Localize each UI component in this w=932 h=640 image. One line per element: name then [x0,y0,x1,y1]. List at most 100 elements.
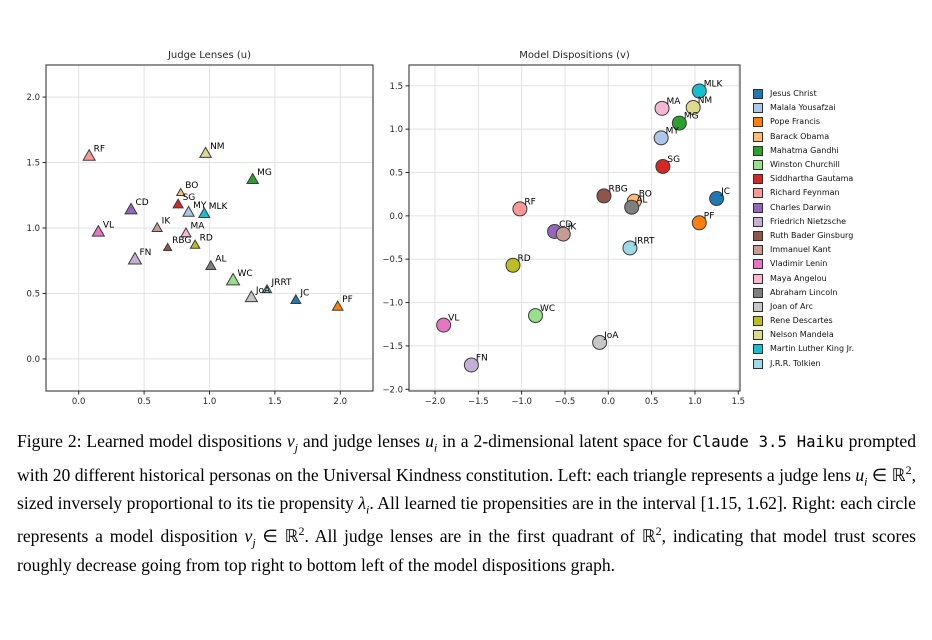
x-tick-label: 0.5 [645,397,659,407]
legend-label: Winston Churchill [770,160,840,170]
legend-label: Malala Yousafzai [770,103,836,113]
legend-swatch-icon [753,174,763,185]
point-AL [624,199,640,215]
caption-segment: i [365,502,370,517]
legend-label: Abraham Lincoln [770,287,838,297]
point-label-RBG: RBG [608,184,627,194]
legend-swatch-icon [753,202,763,213]
point-CD [124,202,138,215]
caption-segment: λ [358,492,366,513]
legend-label: Mahatma Gandhi [770,145,839,155]
point-label-NM: NM [698,96,713,106]
x-tick-label: 0.0 [72,397,86,407]
point-WC [528,308,544,324]
caption-segment: j [294,440,298,455]
legend-swatch-icon [753,160,763,171]
x-tick-label: 1.5 [732,397,746,407]
legend-swatch-icon [753,259,763,270]
x-tick-label: −1.5 [468,397,489,407]
point-label-MY: MY [666,126,680,136]
legend-label: Richard Feynman [770,188,840,198]
legend-label: Rene Descartes [770,316,833,326]
point-SG [655,158,671,174]
legend-label: Maya Angelou [770,273,827,283]
point-label-IK: IK [568,223,578,233]
point-label-FN: FN [139,248,151,258]
legend-label: Friedrich Nietzsche [770,216,847,226]
point-SG [172,198,184,209]
point-label-PF: PF [704,211,715,221]
point-JoA [244,290,259,303]
point-VL [436,317,452,333]
legend-item: Barack Obama [753,130,854,144]
legend-item: Nelson Mandela [753,328,854,342]
y-tick-label: 1.0 [26,224,40,234]
point-PF [691,215,707,231]
y-tick-label: −1.5 [382,342,403,352]
legend-label: Charles Darwin [770,202,831,212]
legend-label: Ruth Bader Ginsburg [770,230,854,240]
point-RD [505,257,521,273]
caption-segment: u [425,431,434,451]
legend-swatch-icon [753,216,763,227]
legend-item: Joan of Arc [753,300,854,314]
y-tick-label: 0.5 [389,169,403,179]
point-label-BO: BO [185,181,198,191]
y-tick-label: 2.0 [26,93,40,103]
point-IK [151,221,164,232]
point-label-JC: JC [720,187,730,197]
point-label-RF: RF [94,144,105,154]
legend-label: Barack Obama [770,131,830,141]
legend-swatch-icon [753,301,763,312]
point-label-AL: AL [215,254,226,264]
point-label-FN: FN [476,353,488,363]
legend-item: Abraham Lincoln [753,286,854,300]
caption-segment: u [855,464,865,485]
point-label-MG: MG [684,112,699,122]
caption-segment: , indicating that model trust scores rou… [17,526,916,575]
caption-segment: 2 [298,524,305,539]
point-label-SG: SG [667,155,680,165]
y-tick-label: 1.5 [26,159,40,169]
point-label-CD: CD [559,220,572,230]
caption-segment: prompted with 20 different historical pe… [17,431,917,485]
legend-swatch-icon [753,287,763,298]
point-label-VL: VL [103,220,114,230]
y-tick-label: 1.0 [389,125,403,135]
legend-swatch-icon [753,273,763,284]
legend-swatch-icon [753,330,763,341]
point-label-MLK: MLK [209,202,229,212]
legend-item: Jesus Christ [753,87,854,101]
point-label-BO: BO [639,190,652,200]
point-RD [189,239,201,249]
legend-item: Rene Descartes [753,314,854,328]
point-RF [82,148,97,161]
caption-segment: ∈ ℝ [255,526,299,547]
point-label-MG: MG [257,168,272,178]
point-JRRT [622,240,638,256]
caption-segment: i [433,440,438,455]
legend-item: Immanuel Kant [753,243,854,257]
judge-lenses-chart: 0.0 0.5 1.0 1.5 2.0 0.0 0.5 1.0 1.5 2.0 Judge Lens… [26,50,374,407]
point-label-MA: MA [190,222,205,232]
legend-item: Winston Churchill [753,158,854,172]
point-label-WC: WC [540,304,555,314]
legend-item: Ruth Bader Ginsburg [753,229,854,243]
legend-swatch-icon [753,117,763,128]
legend-swatch-icon [753,230,763,241]
point-label-RD: RD [200,234,213,244]
persona-legend: Jesus Christ Malala Yousafzai Pope Francis… [753,87,854,371]
point-NM [685,99,701,115]
point-PF [331,299,344,311]
point-label-CD: CD [136,198,149,208]
legend-item: Maya Angelou [753,271,854,285]
point-label-SG: SG [183,193,196,203]
caption-segment: j [252,535,256,550]
point-MY [182,205,196,217]
x-tick-label: 0.0 [602,397,616,407]
legend-item: Siddhartha Gautama [753,172,854,186]
point-MLK [691,83,707,99]
point-label-VL: VL [448,314,459,324]
legend-swatch-icon [753,344,763,355]
caption-segment: Claude 3.5 Haiku [692,433,844,451]
